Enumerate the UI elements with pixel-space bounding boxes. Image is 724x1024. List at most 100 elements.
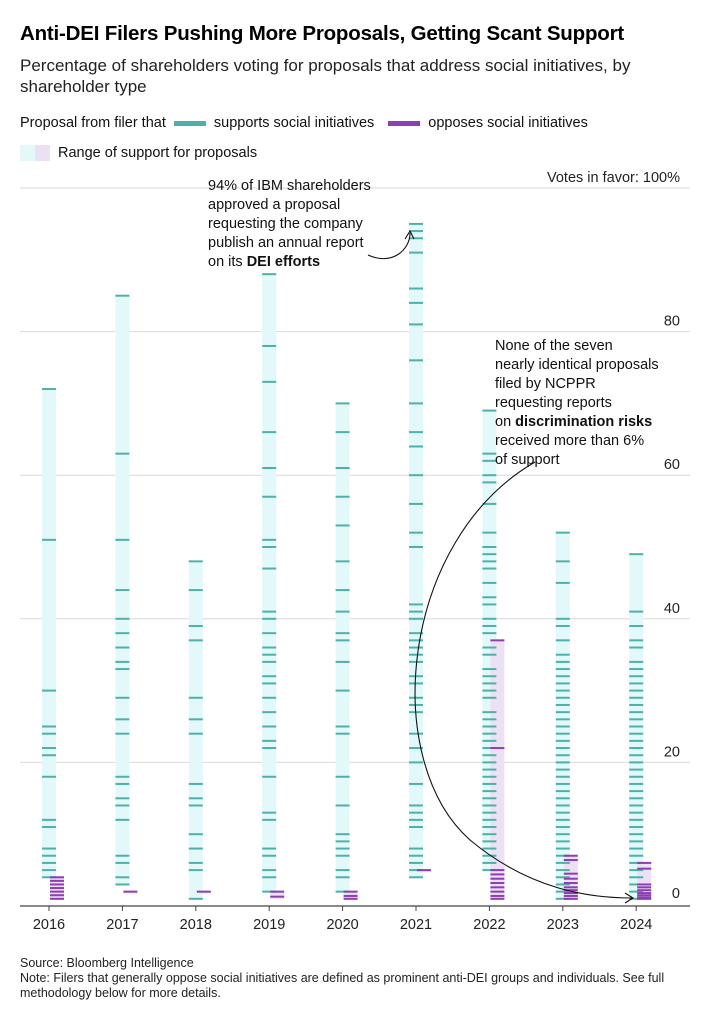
tick-supports (409, 546, 423, 548)
tick-supports (262, 344, 277, 347)
tick-supports (115, 876, 130, 879)
tick-supports (262, 538, 277, 541)
tick-supports (335, 804, 350, 807)
tick-supports (115, 538, 130, 541)
tick-supports (482, 668, 497, 671)
tick-opposes (50, 883, 64, 886)
tick-supports (42, 754, 56, 757)
tick-supports (42, 725, 56, 728)
tick-supports (555, 869, 570, 872)
tick-supports (555, 847, 570, 850)
tick-supports (262, 273, 277, 276)
tick-opposes (50, 876, 64, 879)
tick-supports (409, 230, 423, 233)
y-tick-label: 0 (672, 886, 680, 902)
tick-opposes (563, 859, 578, 862)
tick-supports (262, 675, 277, 678)
tick-supports (482, 696, 497, 699)
tick-opposes (490, 897, 505, 900)
tick-supports (115, 660, 130, 663)
tick-supports (482, 459, 497, 462)
tick-opposes (490, 877, 505, 880)
tick-supports (555, 531, 570, 534)
tick-supports (482, 546, 497, 548)
tick-supports (555, 876, 570, 879)
tick-opposes (123, 890, 138, 893)
tick-supports (115, 818, 130, 821)
tick-opposes (637, 861, 652, 864)
tick-supports (115, 718, 130, 721)
tick-supports (115, 646, 130, 649)
tick-opposes (563, 882, 578, 885)
tick-supports (42, 826, 56, 829)
tick-supports (629, 711, 644, 714)
tick-supports (115, 589, 130, 592)
tick-supports (409, 653, 423, 656)
tick-supports (335, 495, 350, 498)
tick-supports (482, 811, 497, 814)
tick-opposes (50, 887, 64, 890)
tick-opposes (637, 896, 652, 899)
tick-supports (262, 546, 277, 548)
tick-supports (629, 861, 644, 864)
tick-supports (555, 897, 570, 900)
tick-supports (629, 675, 644, 678)
tick-supports (482, 452, 497, 455)
tick-supports (555, 818, 570, 821)
methodology-note: Note: Filers that generally oppose socia… (20, 971, 665, 1000)
tick-opposes (490, 894, 505, 897)
legend-range-supports-swatch (20, 145, 35, 161)
tick-supports (629, 818, 644, 821)
tick-supports (335, 876, 350, 879)
tick-opposes (637, 886, 652, 889)
tick-opposes (563, 854, 578, 857)
tick-supports (262, 632, 277, 635)
tick-supports (555, 581, 570, 584)
tick-supports (409, 826, 423, 829)
tick-supports (409, 632, 423, 635)
range-bar-supports (42, 389, 56, 878)
x-tick-label: 2016 (33, 917, 65, 933)
tick-supports (409, 617, 423, 620)
tick-supports (629, 754, 644, 757)
tick-supports (555, 739, 570, 742)
tick-opposes (563, 894, 578, 897)
tick-supports (482, 818, 497, 821)
tick-supports (42, 388, 56, 391)
tick-supports (482, 847, 497, 850)
tick-supports (409, 431, 423, 434)
annotation-ibm-arrow (367, 232, 411, 260)
tick-supports (115, 632, 130, 635)
tick-supports (629, 883, 644, 886)
tick-supports (482, 624, 497, 627)
tick-opposes (343, 890, 358, 893)
tick-supports (409, 869, 423, 872)
range-bar-supports (335, 403, 350, 892)
tick-supports (262, 818, 277, 821)
tick-supports (335, 610, 350, 613)
tick-supports (482, 854, 497, 857)
tick-supports (335, 833, 350, 836)
tick-supports (409, 222, 423, 225)
tick-supports (629, 876, 644, 879)
tick-supports (482, 790, 497, 793)
tick-supports (629, 747, 644, 750)
tick-supports (42, 775, 56, 778)
tick-supports (115, 797, 130, 800)
tick-supports (188, 897, 203, 900)
tick-supports (555, 668, 570, 671)
legend-range-opposes-swatch (35, 145, 50, 161)
tick-supports (409, 603, 423, 606)
tick-supports (629, 775, 644, 778)
tick-supports (335, 467, 350, 470)
tick-supports (555, 703, 570, 706)
tick-opposes (50, 890, 64, 893)
tick-supports (262, 854, 277, 857)
tick-opposes (637, 894, 652, 897)
tick-supports (629, 854, 644, 857)
tick-supports (262, 380, 277, 383)
tick-supports (262, 567, 277, 570)
tick-supports (555, 718, 570, 721)
tick-supports (409, 251, 423, 254)
tick-supports (262, 711, 277, 714)
